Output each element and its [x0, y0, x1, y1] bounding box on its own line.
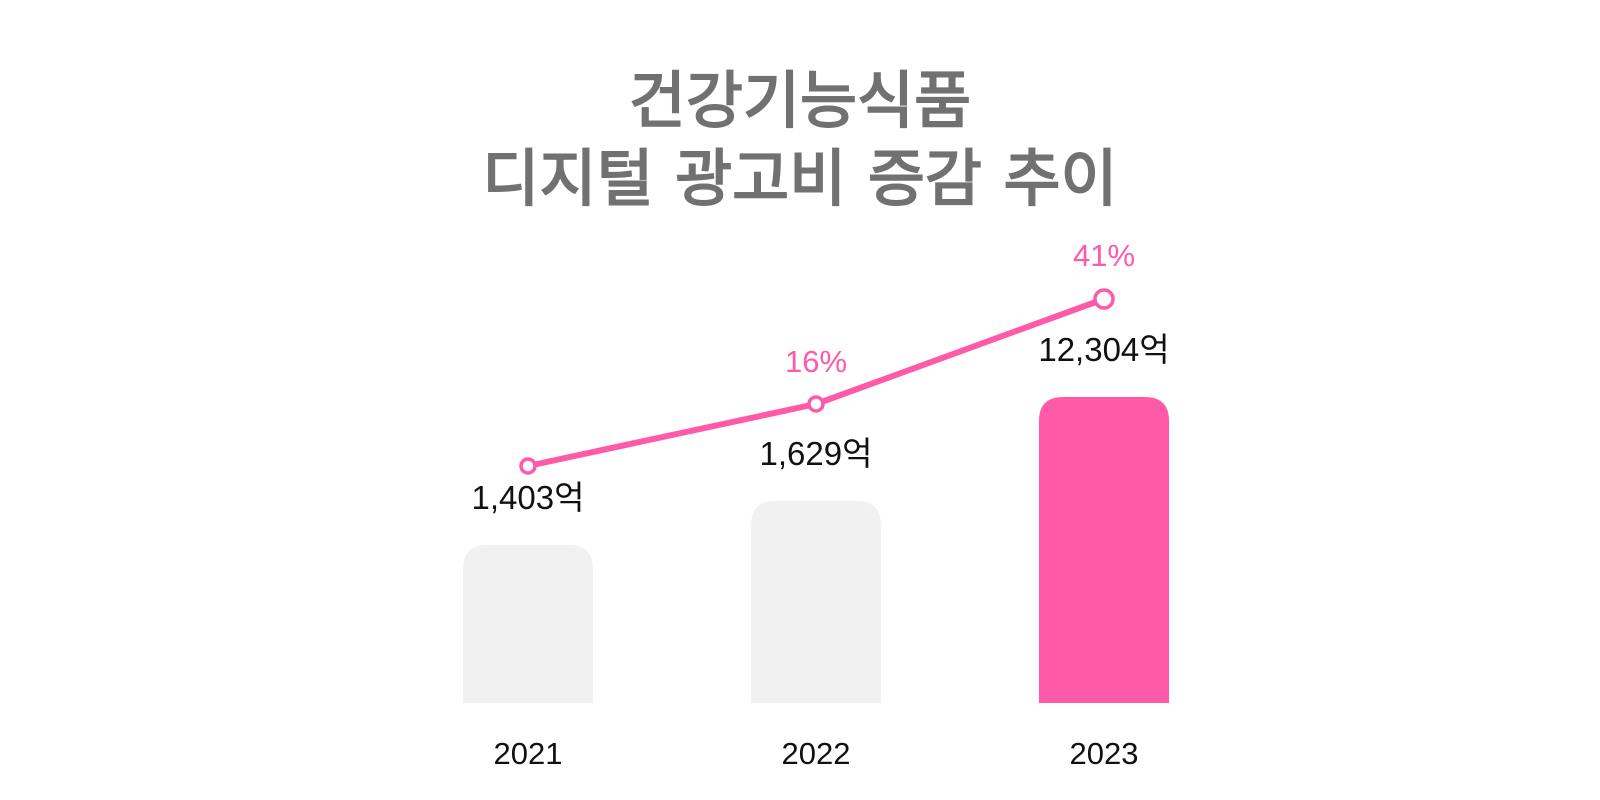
growth-label-2023: 41%	[1073, 238, 1135, 273]
labels-layer: 1,403억 2021 1,629억 2022 12,304억 2023	[472, 331, 1170, 771]
value-label-2022: 1,629억	[760, 435, 873, 472]
year-label-2022: 2022	[782, 736, 851, 771]
year-label-2021: 2021	[494, 736, 563, 771]
bar-2022	[751, 501, 881, 703]
chart-title-line-1: 건강기능식품	[629, 64, 971, 137]
bar-2023	[1039, 397, 1169, 703]
year-label-2023: 2023	[1070, 736, 1139, 771]
bars-layer	[463, 397, 1169, 703]
chart-title-line-2: 디지털 광고비 증감 추이	[482, 142, 1117, 215]
growth-point-2022	[807, 395, 825, 413]
growth-line-layer: 16% 41%	[519, 238, 1135, 475]
value-label-2021: 1,403억	[472, 479, 585, 516]
growth-label-2022: 16%	[785, 344, 847, 379]
bar-2021	[463, 545, 593, 703]
value-label-2023: 12,304억	[1038, 331, 1169, 368]
growth-point-2021	[519, 457, 537, 475]
chart-title: 건강기능식품 디지털 광고비 증감 추이	[482, 64, 1117, 215]
growth-point-2023	[1093, 288, 1115, 310]
